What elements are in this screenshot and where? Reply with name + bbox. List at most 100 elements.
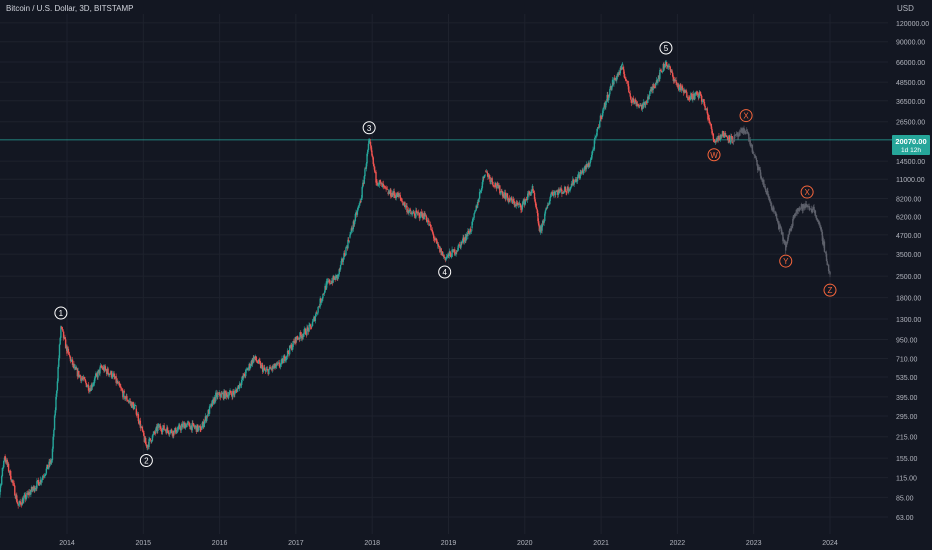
candle-body bbox=[469, 228, 472, 232]
candle-body bbox=[740, 131, 742, 132]
candle-body bbox=[569, 187, 571, 191]
candle-body bbox=[509, 199, 511, 201]
candle-body bbox=[786, 241, 788, 244]
candle-body bbox=[121, 389, 123, 392]
candle-body bbox=[275, 363, 278, 367]
candle-body bbox=[620, 67, 622, 70]
candle-body bbox=[696, 91, 698, 95]
candle-body bbox=[68, 351, 70, 356]
candle-body bbox=[605, 100, 608, 102]
candle-body bbox=[564, 186, 567, 192]
candle-body bbox=[95, 373, 97, 376]
candle-body bbox=[338, 269, 340, 275]
candle-body bbox=[55, 396, 57, 411]
candle-body bbox=[175, 432, 178, 434]
candle-body bbox=[774, 212, 776, 215]
candle-body bbox=[329, 279, 331, 284]
candle-body bbox=[529, 191, 531, 194]
candle-body bbox=[524, 200, 526, 206]
candle-body bbox=[208, 406, 211, 414]
candle-body bbox=[623, 69, 625, 74]
candle-body bbox=[90, 384, 92, 391]
candle-body bbox=[463, 237, 465, 242]
candle-body bbox=[145, 444, 148, 447]
candle-body bbox=[760, 175, 762, 180]
candle-body bbox=[789, 228, 791, 231]
x-tick-label: 2016 bbox=[212, 540, 228, 547]
candle-body bbox=[203, 420, 206, 424]
candle-body bbox=[600, 115, 602, 120]
candle-body bbox=[41, 477, 44, 481]
candle-body bbox=[360, 201, 362, 203]
candle-body bbox=[535, 207, 538, 210]
candle-body bbox=[572, 179, 575, 185]
candle-body bbox=[634, 99, 636, 104]
candle-body bbox=[796, 211, 798, 213]
candle-body bbox=[109, 373, 111, 375]
candle-body bbox=[575, 179, 577, 182]
currency-label: USD bbox=[897, 4, 914, 13]
candle-body bbox=[594, 137, 596, 141]
candle-body bbox=[819, 225, 821, 227]
candle-body bbox=[358, 205, 360, 208]
candle-body bbox=[646, 102, 648, 104]
candle-body bbox=[545, 207, 547, 211]
candle-body bbox=[287, 350, 289, 353]
candle-body bbox=[120, 388, 123, 390]
candle-body bbox=[616, 76, 618, 81]
y-tick-label: 155.00 bbox=[896, 456, 918, 463]
candle-body bbox=[71, 359, 74, 366]
candle-body bbox=[111, 377, 113, 378]
candle-body bbox=[416, 211, 418, 214]
candle-body bbox=[467, 230, 470, 233]
candle-body bbox=[9, 470, 12, 480]
candle-body bbox=[463, 241, 466, 242]
candle-body bbox=[92, 383, 94, 386]
candle-body bbox=[406, 205, 408, 213]
candle-body bbox=[371, 155, 374, 158]
candle-body bbox=[599, 121, 601, 128]
candle-body bbox=[52, 436, 54, 449]
candle-body bbox=[754, 155, 756, 156]
candle-body bbox=[264, 367, 266, 371]
candle-body bbox=[312, 318, 314, 322]
candle-body bbox=[608, 94, 610, 98]
candle-body bbox=[623, 73, 626, 79]
candle-body bbox=[157, 426, 159, 432]
candle-body bbox=[343, 253, 346, 256]
y-tick-label: 90000.00 bbox=[896, 40, 925, 47]
candle-body bbox=[303, 329, 305, 334]
candle-body bbox=[730, 136, 732, 142]
candle-body bbox=[659, 70, 661, 79]
y-tick-label: 8200.00 bbox=[896, 196, 921, 203]
candle-body bbox=[176, 429, 178, 433]
candle-body bbox=[735, 134, 737, 136]
wave-label-circle bbox=[707, 148, 721, 162]
candle-body bbox=[510, 197, 513, 201]
candle-body bbox=[566, 192, 568, 194]
candle-body bbox=[490, 178, 493, 181]
candle-body bbox=[490, 180, 492, 182]
candle-body bbox=[97, 371, 99, 378]
candle-body bbox=[70, 359, 72, 362]
candle-body bbox=[719, 135, 722, 140]
candle-body bbox=[504, 192, 507, 200]
candle-body bbox=[315, 312, 317, 317]
candle-body bbox=[424, 212, 426, 217]
candle-body bbox=[168, 433, 171, 435]
wave-label-y: Y bbox=[783, 257, 789, 266]
candle-body bbox=[549, 197, 551, 202]
candle-body bbox=[614, 77, 617, 80]
candle-body bbox=[699, 91, 701, 95]
candle-body bbox=[30, 491, 32, 495]
candle-body bbox=[561, 192, 564, 194]
candle-body bbox=[151, 440, 153, 443]
candle-body bbox=[432, 234, 435, 239]
candle-body bbox=[590, 159, 592, 161]
candle-body bbox=[454, 249, 456, 255]
candle-body bbox=[166, 427, 169, 431]
candle-body bbox=[616, 73, 619, 77]
candle-body bbox=[105, 369, 107, 371]
y-tick-label: 295.00 bbox=[896, 414, 918, 421]
